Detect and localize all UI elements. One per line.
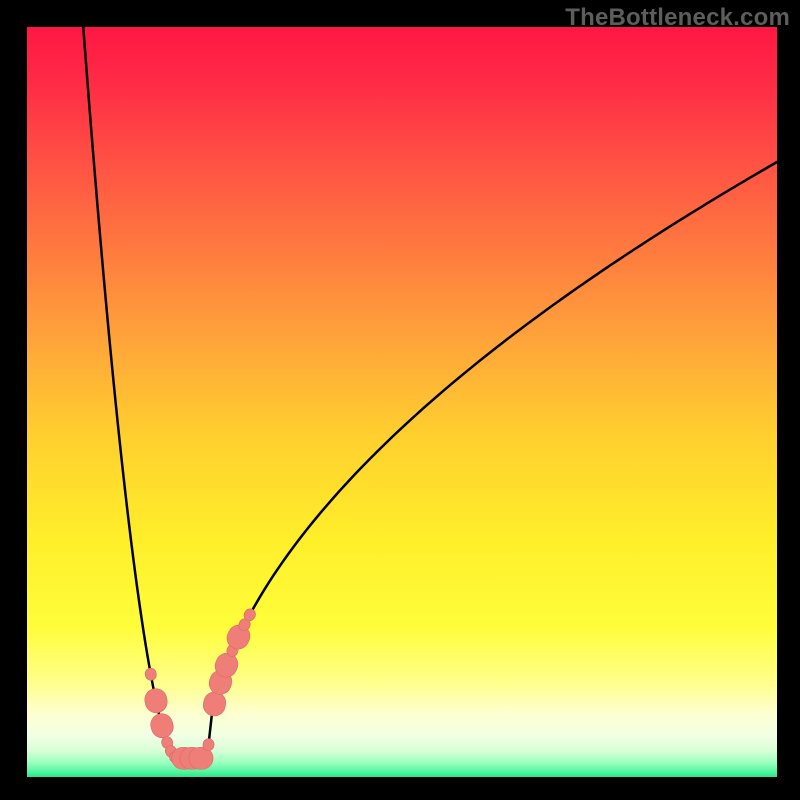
chart-stage: TheBottleneck.com — [0, 0, 800, 800]
bottleneck-curve-plot — [27, 27, 777, 777]
plot-background — [27, 27, 777, 777]
watermark-text: TheBottleneck.com — [565, 4, 790, 32]
